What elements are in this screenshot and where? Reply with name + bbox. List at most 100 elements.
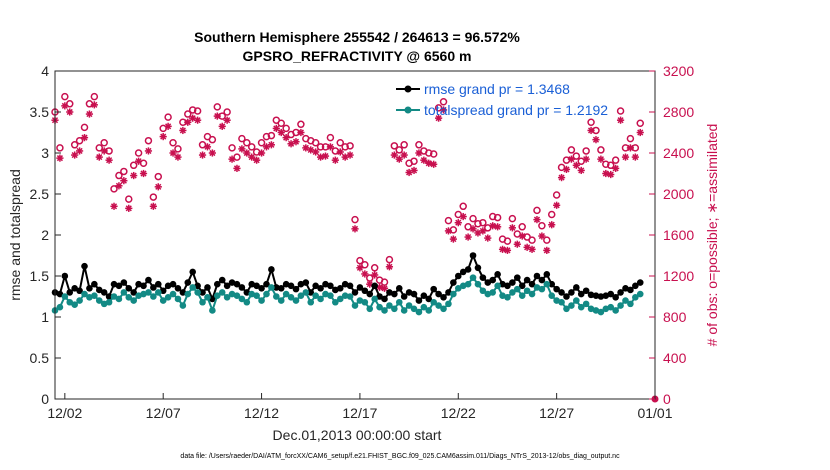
totalspread-marker bbox=[332, 298, 339, 306]
possible-obs-marker bbox=[129, 161, 138, 170]
legend: rmse grand pr = 1.3468 totalspread grand… bbox=[396, 81, 608, 118]
rmse-marker bbox=[130, 289, 137, 296]
totalspread-marker bbox=[632, 294, 639, 301]
rmse-marker bbox=[66, 289, 74, 296]
possible-obs-marker bbox=[164, 113, 172, 121]
totalspread-marker bbox=[509, 289, 516, 296]
possible-obs-marker bbox=[395, 146, 404, 154]
chart-title-line2: GPSRO_REFRACTIVITY @ 6560 m bbox=[243, 48, 472, 64]
assimilated-obs-marker bbox=[450, 236, 457, 243]
totalspread-marker bbox=[209, 307, 216, 314]
possible-obs-marker bbox=[243, 139, 251, 147]
totalspread-marker bbox=[577, 303, 585, 311]
totalspread-marker bbox=[243, 298, 251, 306]
rmse-marker bbox=[450, 279, 457, 286]
rmse-marker bbox=[233, 280, 241, 288]
possible-obs-marker bbox=[70, 141, 79, 149]
y-axis-right: 0 400 800 1200 1600 2000 2400 2800 3200 bbox=[649, 63, 694, 407]
assimilated-obs-marker bbox=[504, 247, 511, 254]
possible-obs-marker bbox=[341, 143, 349, 151]
possible-obs-marker bbox=[626, 134, 635, 143]
rmse-marker bbox=[287, 282, 295, 290]
totalspread-marker bbox=[607, 303, 615, 311]
possible-obs-marker bbox=[533, 206, 541, 215]
totalspread-marker bbox=[204, 294, 211, 301]
rmse-marker bbox=[504, 282, 511, 290]
totalspread-marker bbox=[469, 274, 477, 281]
totalspread-marker bbox=[518, 292, 526, 299]
assimilated-obs-marker bbox=[219, 123, 226, 130]
rmse-marker bbox=[140, 282, 147, 290]
assimilated-obs-marker bbox=[283, 134, 290, 141]
rmse-marker bbox=[484, 279, 492, 286]
totalspread-marker bbox=[528, 290, 536, 298]
assimilated-obs-marker bbox=[371, 271, 378, 279]
possible-obs-marker bbox=[361, 260, 369, 269]
possible-obs-marker bbox=[606, 161, 615, 170]
assimilated-obs-marker bbox=[435, 115, 442, 122]
rmse-marker bbox=[356, 284, 364, 291]
possible-obs-marker bbox=[552, 191, 561, 199]
assimilated-obs-marker bbox=[460, 213, 467, 220]
rmse-marker bbox=[100, 289, 108, 296]
totalspread-marker bbox=[263, 290, 270, 298]
rmse-marker bbox=[268, 266, 275, 273]
possible-obs-marker bbox=[110, 185, 118, 193]
y-left-tick-label: 2.5 bbox=[30, 186, 50, 202]
totalspread-marker bbox=[543, 280, 551, 288]
possible-obs-marker bbox=[193, 107, 202, 115]
totalspread-marker bbox=[95, 297, 103, 304]
totalspread-marker bbox=[627, 300, 634, 308]
totalspread-marker bbox=[130, 297, 137, 304]
possible-obs-marker bbox=[429, 150, 438, 158]
rmse-marker bbox=[145, 276, 152, 284]
assimilated-obs-marker bbox=[199, 151, 206, 159]
assimilated-obs-marker bbox=[440, 106, 447, 114]
totalspread-marker bbox=[292, 297, 300, 304]
rmse-marker bbox=[430, 285, 437, 293]
rmse-marker bbox=[558, 289, 565, 296]
possible-obs-marker bbox=[311, 139, 320, 147]
y-left-tick-label: 1.5 bbox=[30, 268, 50, 284]
possible-obs-marker bbox=[61, 92, 69, 101]
assimilated-obs-marker bbox=[302, 144, 309, 151]
rmse-marker bbox=[592, 292, 600, 299]
totalspread-marker bbox=[105, 298, 113, 306]
assimilated-obs-marker bbox=[91, 101, 98, 108]
possible-obs-marker bbox=[100, 139, 108, 147]
possible-obs-marker bbox=[144, 136, 153, 145]
assimilated-obs-marker bbox=[292, 138, 300, 145]
rmse-marker bbox=[76, 287, 83, 295]
possible-obs-marker bbox=[149, 193, 158, 201]
legend-rmse-label: rmse grand pr = 1.3468 bbox=[424, 81, 570, 97]
data-file-footnote: data file: /Users/raeder/DAI/ATM_forcXX/… bbox=[180, 453, 620, 460]
rmse-marker bbox=[189, 268, 197, 276]
rmse-marker bbox=[199, 289, 206, 296]
rmse-marker bbox=[464, 266, 472, 273]
assimilated-obs-marker bbox=[233, 165, 241, 172]
rmse-marker bbox=[617, 289, 624, 296]
assimilated-obs-marker bbox=[312, 148, 319, 156]
assimilated-obs-marker bbox=[135, 158, 142, 165]
assimilated-obs-marker bbox=[337, 148, 344, 156]
possible-obs-marker bbox=[316, 143, 325, 151]
rmse-marker bbox=[563, 293, 570, 300]
y-left-tick-label: 3 bbox=[41, 145, 49, 161]
rmse-marker bbox=[489, 276, 497, 284]
assimilated-obs-marker bbox=[637, 129, 644, 136]
possible-obs-marker bbox=[547, 210, 556, 219]
rmse-marker bbox=[523, 276, 531, 284]
assimilated-obs-marker bbox=[204, 143, 211, 150]
assimilated-obs-marker bbox=[214, 113, 221, 120]
assimilated-obs-marker bbox=[420, 157, 427, 164]
legend-spread-label: totalspread grand pr = 1.2192 bbox=[424, 102, 608, 118]
assimilated-obs-marker bbox=[465, 233, 472, 241]
totalspread-marker bbox=[238, 295, 246, 303]
rmse-marker bbox=[587, 291, 595, 299]
possible-obs-marker bbox=[75, 136, 84, 145]
assimilated-obs-marker bbox=[592, 136, 600, 143]
assimilated-obs-marker bbox=[381, 285, 388, 292]
possible-obs-marker bbox=[252, 148, 261, 156]
y-left-tick-label: 0.5 bbox=[30, 350, 50, 366]
